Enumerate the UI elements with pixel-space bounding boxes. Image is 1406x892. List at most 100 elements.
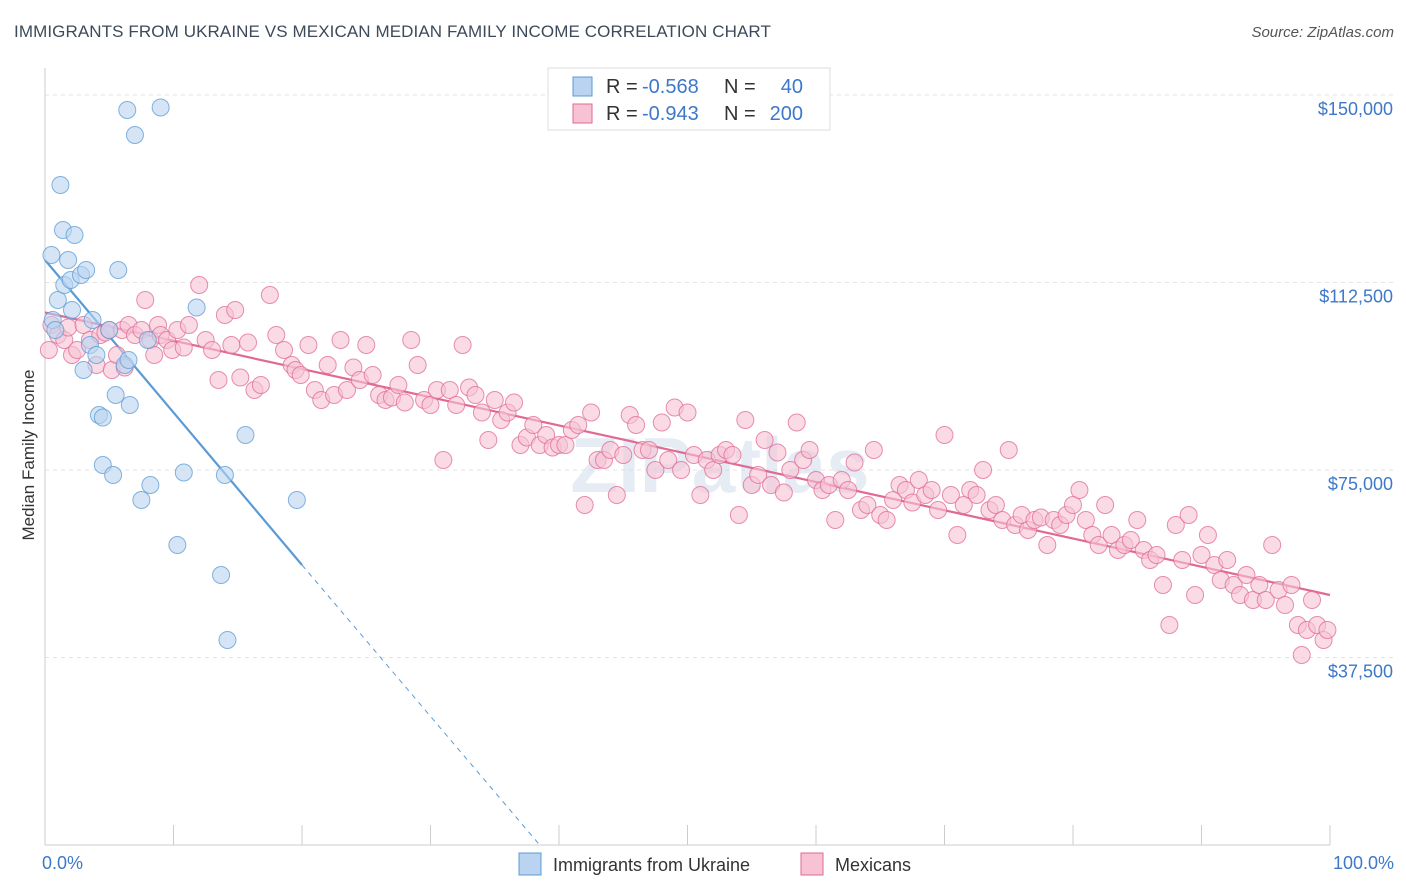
data-point-mexicans [627,416,646,434]
data-point-mexicans [291,366,310,384]
stats-legend: R = -0.568 N = 40 R = -0.943 N = 200 [547,67,831,131]
data-point-immigrants-from-ukraine [59,251,78,269]
data-point-mexicans [251,376,270,394]
axes [44,68,1331,846]
data-point-mexicans [864,441,883,459]
data-point-mexicans [659,451,678,469]
data-point-mexicans [941,486,960,504]
data-point-mexicans [954,496,973,514]
data-point-immigrants-from-ukraine [174,463,193,482]
data-point-mexicans [723,446,742,464]
data-point-mexicans [845,453,864,472]
data-point-mexicans [1089,536,1108,554]
data-point-mexicans [922,481,941,499]
y-tick-label: $75,000 [1328,474,1393,494]
data-point-mexicans [736,411,755,429]
data-point-mexicans [1121,531,1140,549]
data-point-mexicans [935,426,954,444]
data-point-mexicans [267,326,286,344]
data-point-mexicans [1102,526,1121,544]
source-label: Source: ZipAtlas.com [1251,24,1394,41]
data-point-immigrants-from-ukraine [100,321,119,339]
x-tick-labels: 0.0% 100.0% [42,853,1394,873]
data-point-immigrants-from-ukraine [109,261,128,279]
data-point-mexicans [275,341,294,359]
y-tick-label: $150,000 [1318,99,1393,119]
data-point-immigrants-from-ukraine [87,346,106,364]
bottom-legend-label-mexicans: Mexicans [835,855,911,875]
data-point-mexicans [749,466,768,484]
data-point-mexicans [145,346,164,364]
data-point-mexicans [1186,586,1205,604]
data-point-mexicans [357,336,376,354]
data-point-mexicans [556,436,575,454]
data-point-mexicans [877,511,896,529]
data-point-mexicans [1318,621,1337,639]
data-point-mexicans [569,416,588,434]
chart-title: IMMIGRANTS FROM UKRAINE VS MEXICAN MEDIA… [14,22,771,41]
data-point-mexicans [639,441,658,459]
data-point-mexicans [646,461,665,479]
data-point-mexicans [453,336,472,354]
data-point-immigrants-from-ukraine [141,476,160,494]
data-point-mexicans [652,413,671,432]
data-point-mexicans [260,286,279,304]
data-point-mexicans [363,366,382,384]
data-point-mexicans [203,341,222,359]
x-tick-label-start: 0.0% [42,853,83,873]
legend-n-value-2: 200 [770,103,803,125]
data-point-mexicans [774,483,793,502]
data-point-mexicans [967,486,986,504]
trend-extension-immigrants-from-ukraine [301,564,541,846]
data-point-immigrants-from-ukraine [83,311,102,329]
data-point-mexicans [839,481,858,499]
bottom-legend-swatch-mexicans [800,852,824,876]
data-point-mexicans [318,356,337,374]
legend-r-label-1: R = [606,76,638,98]
legend-swatch-ukraine [572,76,593,97]
data-point-mexicans [395,393,414,412]
bottom-legend-label-ukraine: Immigrants from Ukraine [553,855,750,875]
data-point-immigrants-from-ukraine [104,466,123,484]
data-point-mexicans [39,341,58,359]
data-point-mexicans [1038,536,1057,554]
data-point-mexicans [986,496,1005,514]
data-point-mexicans [929,501,948,519]
data-point-mexicans [1070,481,1089,499]
data-point-mexicans [974,461,993,479]
data-point-mexicans [408,356,427,374]
data-point-mexicans [1179,506,1198,524]
data-point-mexicans [299,336,318,354]
legend-r-label-2: R = [606,103,638,125]
data-point-mexicans [190,276,209,294]
data-point-mexicans [1173,551,1192,569]
trend-line-immigrants-from-ukraine [44,259,303,566]
data-point-immigrants-from-ukraine [74,361,93,379]
data-points [39,98,1337,664]
data-point-mexicans [239,333,258,352]
data-point-immigrants-from-ukraine [215,466,234,484]
data-point-mexicans [755,431,774,449]
data-point-mexicans [222,336,241,354]
data-point-mexicans [524,416,543,434]
data-point-immigrants-from-ukraine [151,98,170,117]
data-point-mexicans [231,368,250,387]
data-point-mexicans [479,431,498,449]
data-point-immigrants-from-ukraine [187,298,206,317]
x-tick-label-end: 100.0% [1333,853,1394,873]
data-point-mexicans [1276,596,1295,614]
data-point-mexicans [1256,591,1275,609]
data-point-mexicans [1263,536,1282,554]
data-point-mexicans [1282,576,1301,594]
data-point-immigrants-from-ukraine [65,226,84,244]
data-point-immigrants-from-ukraine [93,408,112,427]
data-point-mexicans [136,291,155,309]
data-point-mexicans [1166,516,1185,534]
data-point-immigrants-from-ukraine [106,386,125,404]
data-point-mexicans [614,446,633,464]
data-point-mexicans [607,486,626,504]
data-point-mexicans [421,396,440,414]
data-point-immigrants-from-ukraine [119,351,138,369]
data-point-immigrants-from-ukraine [168,536,187,554]
